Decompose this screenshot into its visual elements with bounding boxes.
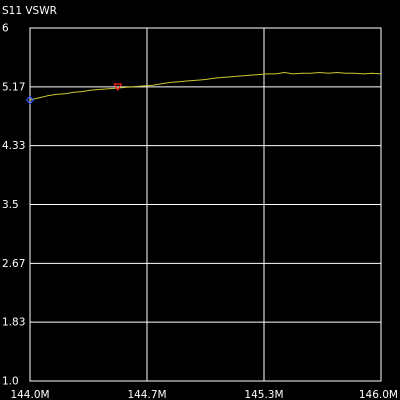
y-tick-label: 6: [2, 23, 9, 35]
grid: [29, 27, 382, 382]
y-tick-labels: 6 5.17 4.33 3.5 2.67 1.83 1.0: [2, 23, 25, 388]
marker-layer: [25, 83, 123, 105]
y-tick-label: 3.5: [2, 199, 19, 211]
y-tick-label: 1.0: [2, 376, 19, 388]
x-tick-labels: 144.0M 144.7M 145.3M 146.0M: [10, 389, 398, 400]
marker-1: [25, 95, 35, 105]
y-tick-label: 4.33: [2, 140, 25, 152]
y-tick-label: 1.83: [2, 317, 25, 329]
marker-2: [113, 83, 123, 92]
x-tick-label: 144.7M: [127, 389, 166, 400]
y-tick-label: 5.17: [2, 81, 25, 93]
x-tick-label: 146.0M: [359, 389, 398, 400]
vswr-trace: [29, 72, 382, 101]
y-tick-label: 2.67: [2, 258, 25, 270]
x-tick-label: 144.0M: [10, 389, 49, 400]
trace-layer: [29, 72, 382, 101]
x-tick-label: 145.3M: [244, 389, 283, 400]
chart-title: S11 VSWR: [2, 5, 57, 17]
